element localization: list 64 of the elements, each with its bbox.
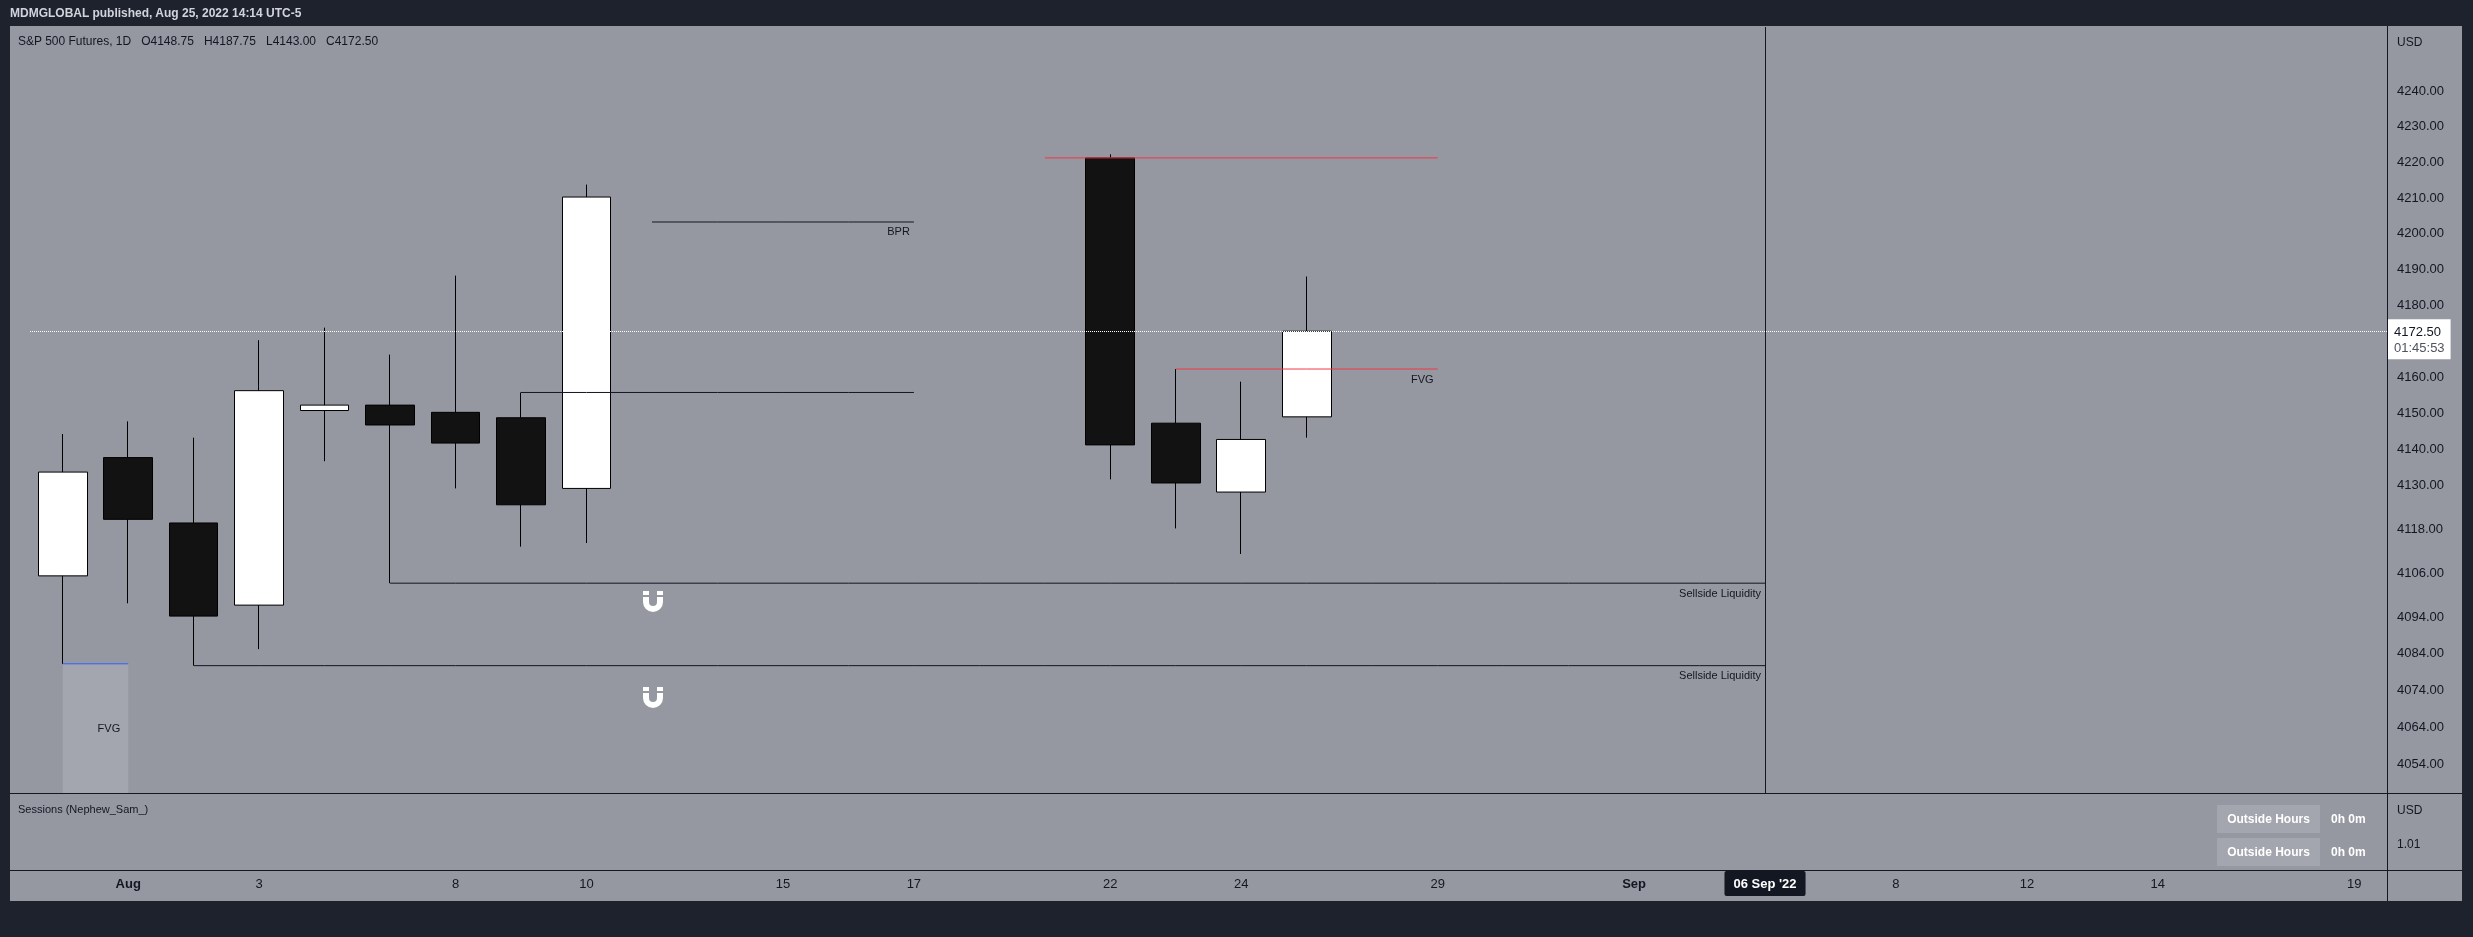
candlestick <box>431 275 480 489</box>
candlestick <box>365 354 415 584</box>
y-tick-label: 4140.00 <box>2397 441 2444 457</box>
series-label: BPR <box>887 225 910 238</box>
y-axis-title: USD <box>2397 35 2423 49</box>
y-tick-label: 4210.00 <box>2397 189 2444 205</box>
x-tick-label: 12 <box>2019 876 2035 891</box>
series-label: Sellside Liquidity <box>1679 586 1762 599</box>
series-label: FVG <box>97 722 121 735</box>
x-tick-label: 10 <box>579 876 594 891</box>
candlestick <box>234 339 284 650</box>
text: Outside Hours <box>2217 805 2320 833</box>
text: 0h 0m <box>2331 811 2366 828</box>
text: Sessions (Nephew_Sam_) <box>18 802 149 816</box>
y-tick-label: 4150.00 <box>2397 404 2444 420</box>
text: S&P 500 Futures, 1D <box>18 34 132 48</box>
x-tick-label: 24 <box>1234 876 1249 891</box>
y-tick-label: 4064.00 <box>2397 718 2444 734</box>
x-tick-label: 14 <box>2150 876 2166 891</box>
candlestick <box>38 433 88 665</box>
annotation: H4187.75 <box>203 34 256 48</box>
annotation: C4172.50 <box>326 34 379 48</box>
candlestick <box>1085 153 1135 480</box>
text: MDMGLOBAL published, Aug 25, 2022 14:14 UTC-5 <box>10 5 302 21</box>
x-tick-label: 15 <box>775 876 791 891</box>
x-tick-label: Sep <box>1622 876 1647 891</box>
y-tick-label: 4074.00 <box>2397 682 2444 698</box>
x-tick-label: 22 <box>1103 876 1118 891</box>
text: 1.01 <box>2397 837 2421 851</box>
x-tick-label: 3 <box>255 876 263 891</box>
y-tick-label: 4180.00 <box>2397 296 2444 312</box>
x-tick-label: 06 Sep '22 <box>1733 876 1797 891</box>
candlestick <box>1216 381 1266 555</box>
y-tick-label: 4220.00 <box>2397 153 2444 169</box>
candlestick <box>103 420 153 604</box>
candlestick <box>169 437 218 667</box>
text: 01:45:53 <box>2394 339 2445 355</box>
y-tick-label: 4084.00 <box>2397 645 2444 661</box>
x-tick-label: 8 <box>451 876 460 891</box>
series-label: FVG <box>1411 372 1434 385</box>
series-label: Sellside Liquidity <box>1679 669 1762 682</box>
y-tick-label: 4230.00 <box>2397 118 2444 134</box>
text: 0h 0m <box>2331 844 2366 861</box>
y-tick-label: 4240.00 <box>2397 83 2444 99</box>
x-tick-label: 29 <box>1430 876 1445 891</box>
candlestick <box>496 391 546 548</box>
x-tick-label: 17 <box>906 876 922 891</box>
y-tick-label: 4160.00 <box>2397 368 2444 384</box>
y-tick-label: 4054.00 <box>2397 755 2444 771</box>
y-tick-label: 4130.00 <box>2397 477 2444 493</box>
text: Outside Hours <box>2217 838 2320 866</box>
y-tick-label: 4118.00 <box>2397 520 2444 536</box>
annotation: O4148.75 <box>141 34 194 48</box>
annotation: L4143.00 <box>265 34 317 48</box>
x-tick-label: Aug <box>115 876 141 891</box>
y-tick-label: 4200.00 <box>2397 225 2444 241</box>
ref-line-label: 4172.50 <box>2394 323 2441 339</box>
x-tick-label: 19 <box>2347 876 2362 891</box>
text: USD <box>2397 803 2423 817</box>
y-tick-label: 4106.00 <box>2397 564 2444 580</box>
x-tick-label: 8 <box>1892 876 1900 891</box>
y-tick-label: 4094.00 <box>2397 608 2444 624</box>
candlestick <box>1151 368 1201 529</box>
y-tick-label: 4190.00 <box>2397 260 2444 276</box>
